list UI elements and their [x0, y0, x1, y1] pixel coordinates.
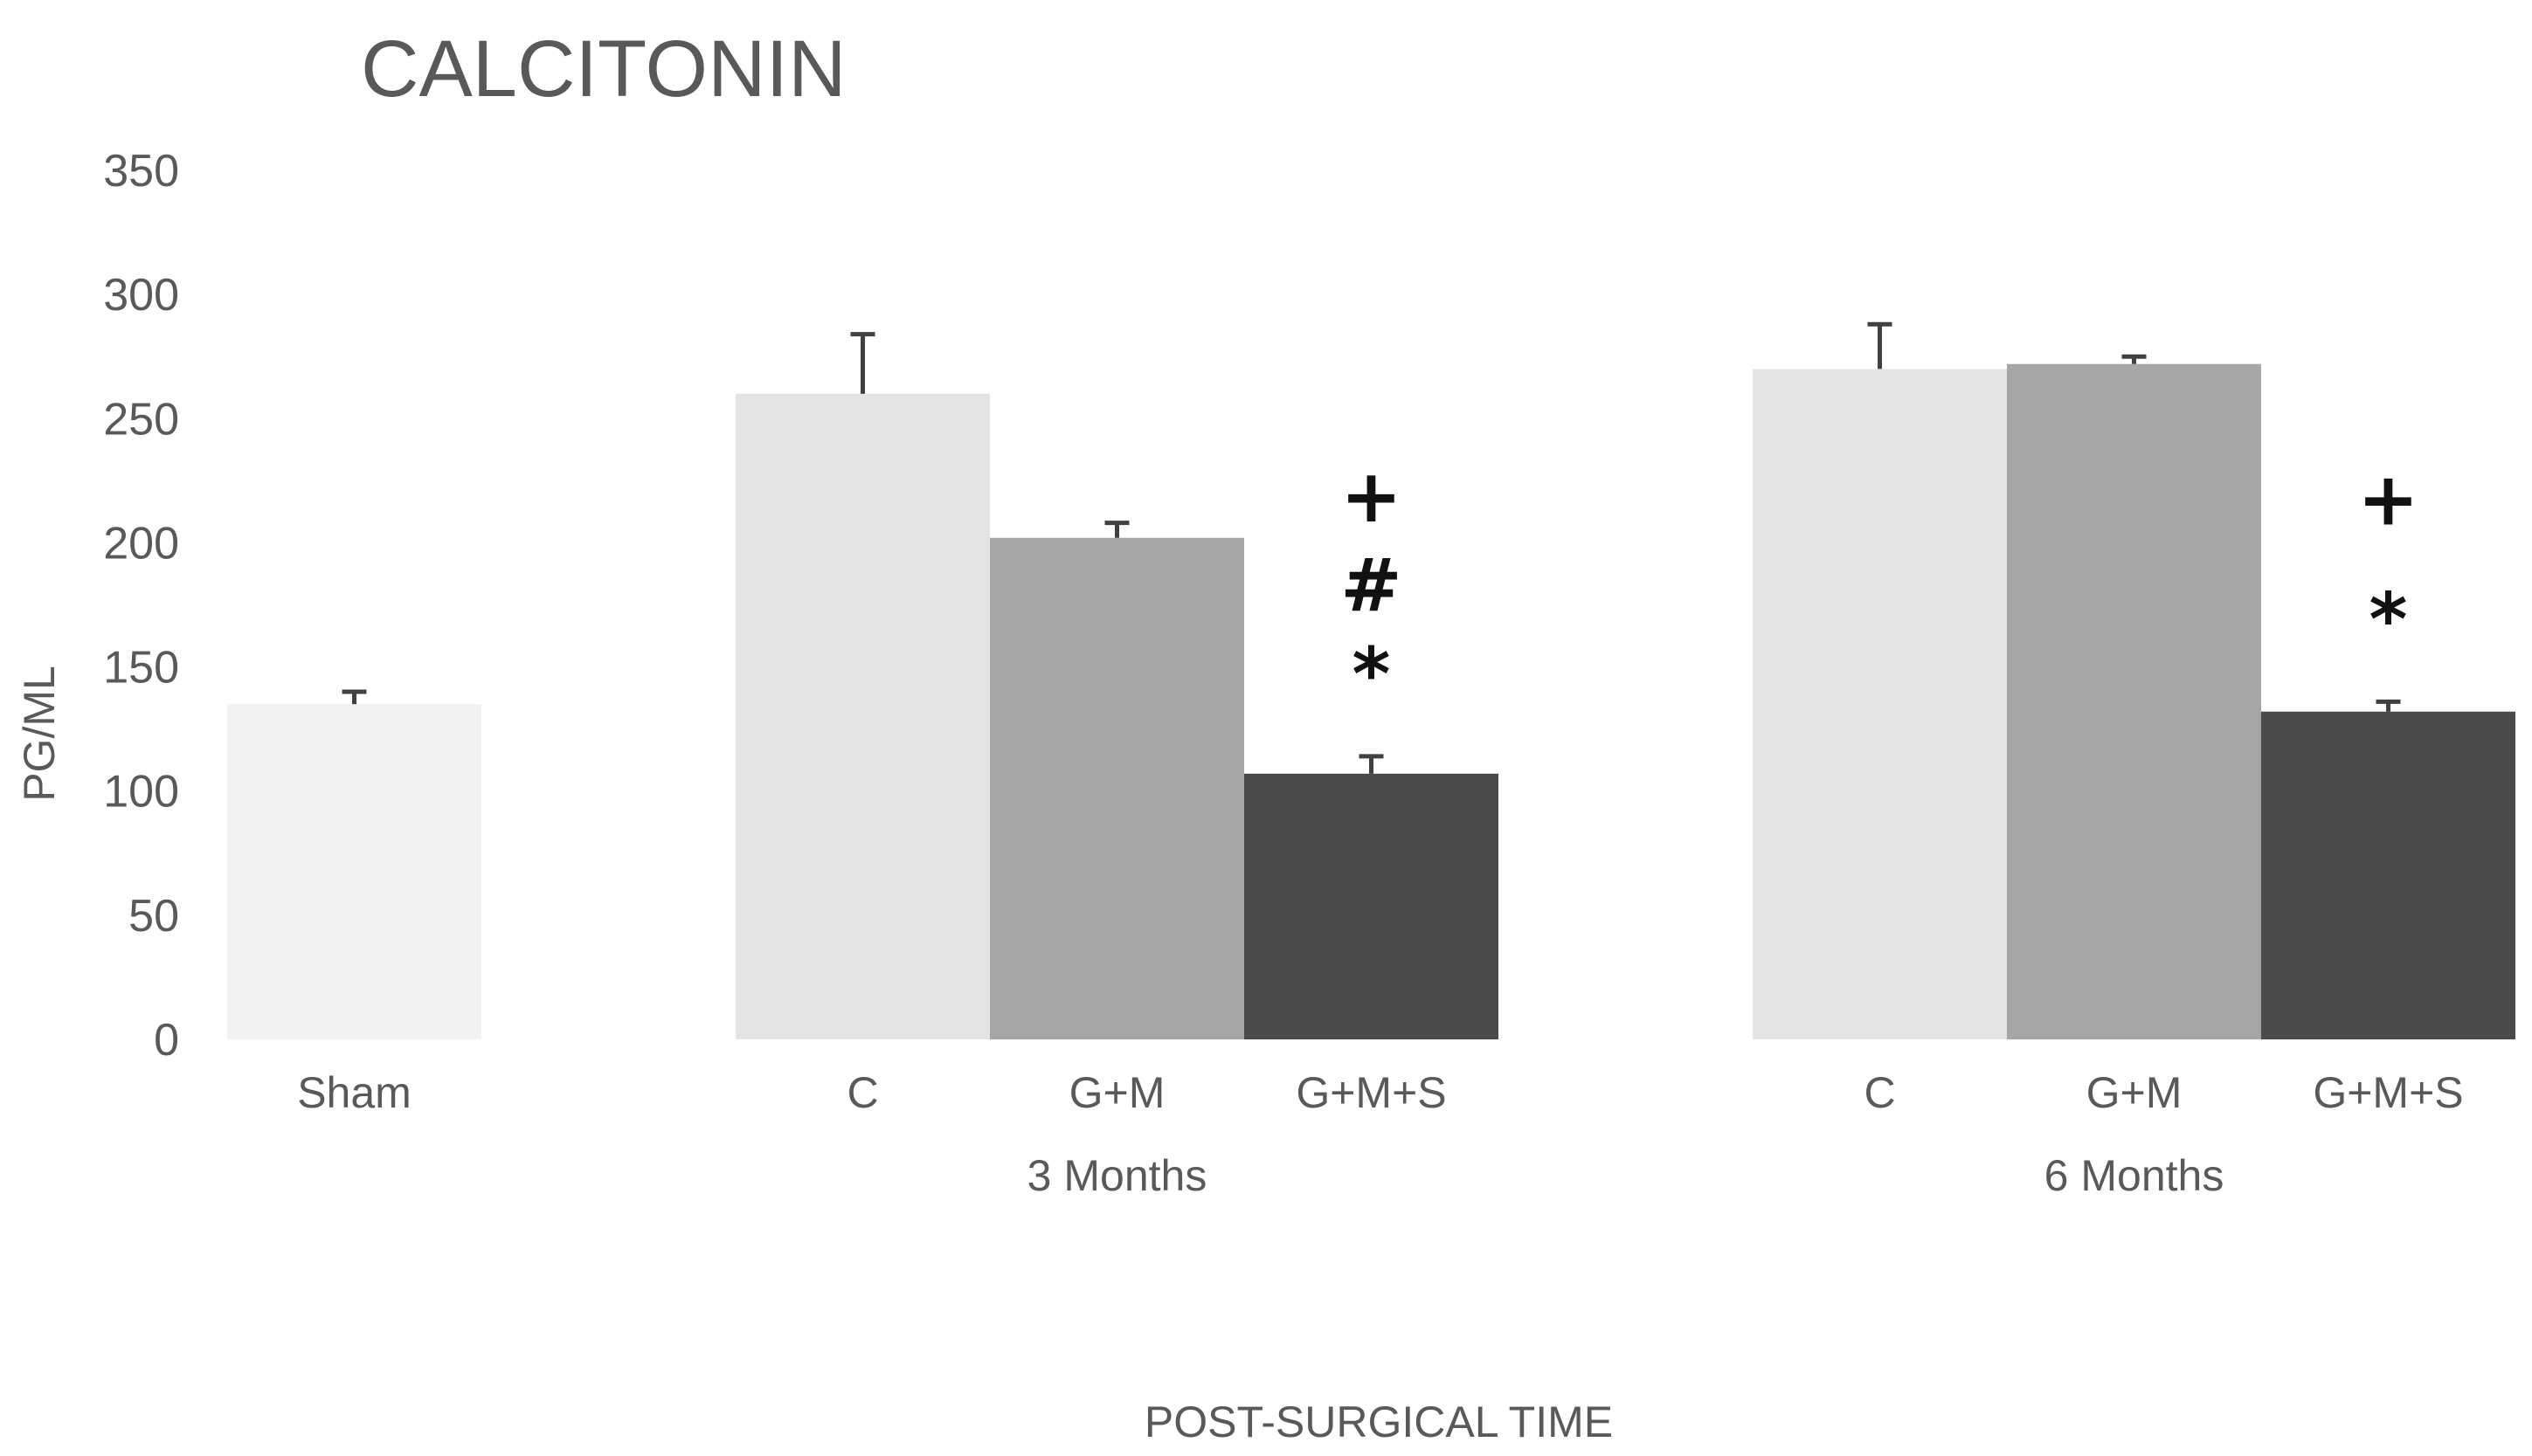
category-label: G+M [1069, 1068, 1166, 1117]
bar [227, 704, 481, 1039]
y-tick-label: 200 [103, 518, 179, 569]
category-label: G+M+S [1296, 1068, 1446, 1117]
category-label: C [1864, 1068, 1895, 1117]
y-axis-title: PG/ML [15, 666, 64, 802]
group-label: 6 Months [2044, 1151, 2224, 1200]
significance-mark: # [1340, 542, 1401, 628]
y-tick-label: 250 [103, 394, 179, 445]
category-labels-layer: Sham C G+M G+M+S C G+M G+M+S [297, 1068, 2463, 1117]
y-tick-label: 100 [103, 767, 179, 818]
y-tick-label: 0 [154, 1015, 179, 1066]
y-tick-label: 300 [103, 270, 179, 321]
y-axis-ticks: 0 50 100 150 200 250 300 350 [103, 146, 179, 1066]
y-tick-label: 150 [103, 643, 179, 693]
bar [736, 393, 990, 1039]
category-label: C [847, 1068, 878, 1117]
error-bars-layer [342, 321, 2401, 774]
bars-layer [227, 363, 2515, 1039]
chart-title: CALCITONIN [361, 24, 847, 114]
group-labels-layer: 3 Months 6 Months [1027, 1151, 2224, 1200]
significance-mark: * [2369, 576, 2408, 662]
group-label: 3 Months [1027, 1151, 1207, 1200]
significance-mark: + [2357, 456, 2418, 542]
bar [1244, 773, 1498, 1039]
significance-mark: + [1340, 453, 1401, 539]
bar [2261, 711, 2515, 1039]
bar [990, 537, 1244, 1039]
bar [2007, 363, 2261, 1039]
significance-marks-layer: *#+*+ [1340, 453, 2418, 717]
x-axis-title: POST-SURGICAL TIME [1145, 1397, 1613, 1446]
y-tick-label: 350 [103, 146, 179, 197]
y-tick-label: 50 [128, 891, 179, 942]
category-label: G+M+S [2313, 1068, 2463, 1117]
category-label: Sham [297, 1068, 412, 1117]
category-label: G+M [2086, 1068, 2183, 1117]
bar [1753, 369, 2007, 1039]
significance-mark: * [1352, 631, 1391, 717]
